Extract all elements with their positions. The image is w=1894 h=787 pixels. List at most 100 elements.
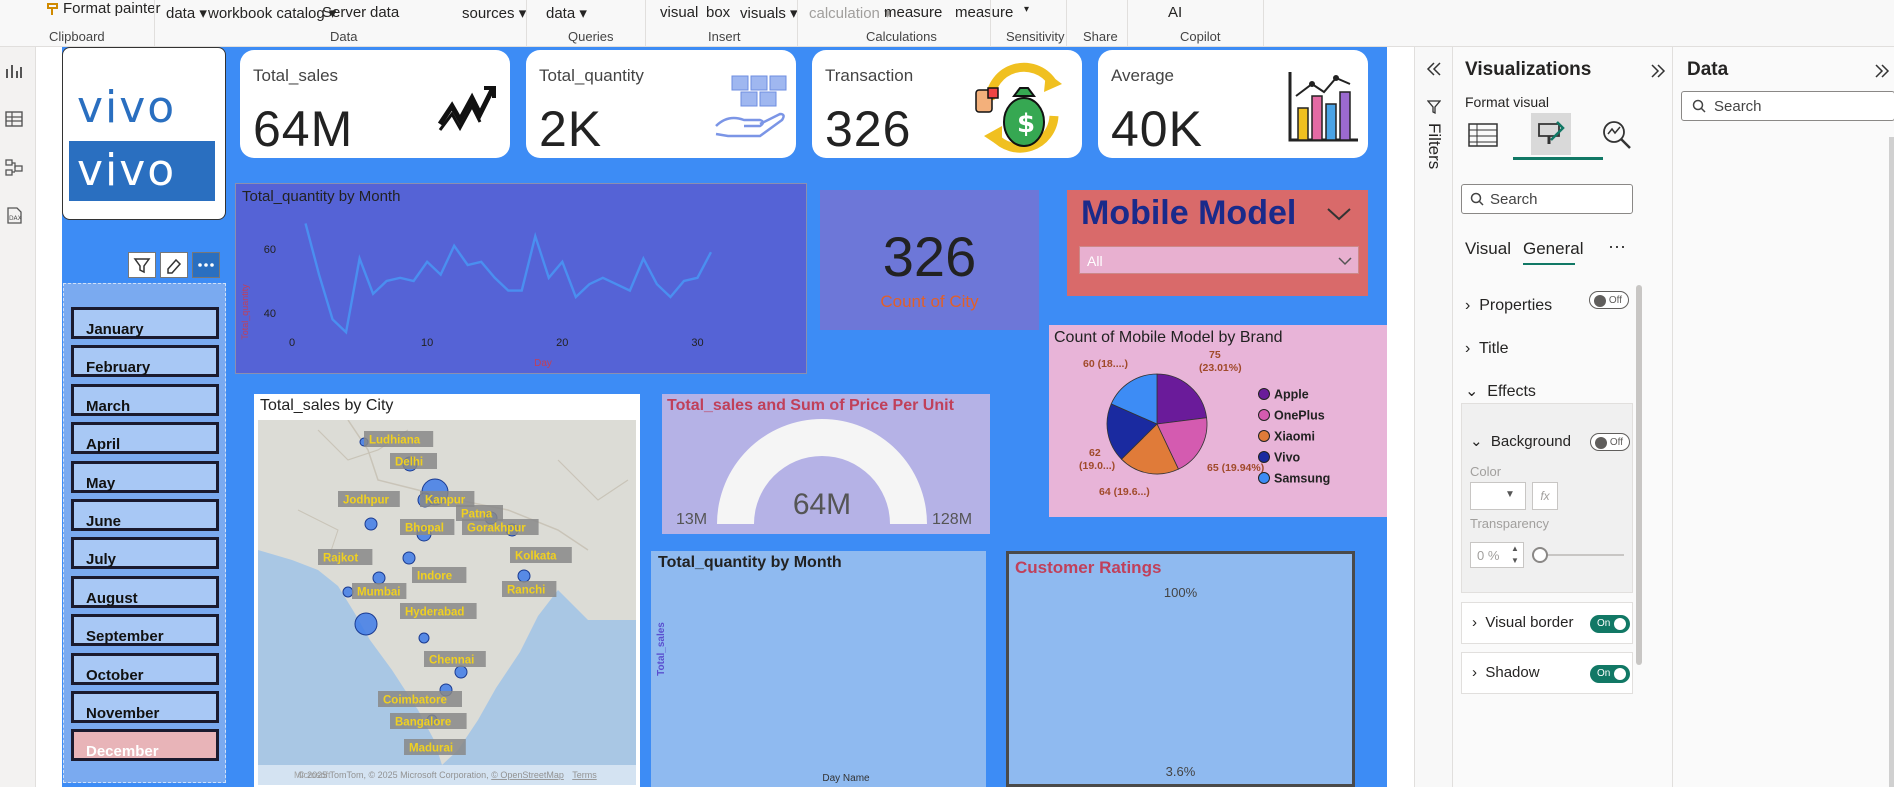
- format-visual-tab[interactable]: [1531, 113, 1571, 155]
- ribbon-new-measure[interactable]: measure: [884, 4, 943, 21]
- bar-chart-title: Total_quantity by Month: [658, 554, 842, 571]
- group-calculations: Calculations: [866, 29, 937, 44]
- money-bag-cycle-icon: $: [975, 62, 1062, 153]
- city-label-ranchi: Ranchi: [502, 581, 557, 597]
- legend-label-samsung: Samsung: [1274, 472, 1330, 486]
- tab-general[interactable]: General: [1523, 239, 1584, 258]
- legend-marker: [1258, 472, 1270, 484]
- funnel-bottom-pct: 3.6%: [1165, 764, 1196, 779]
- data-scrollbar[interactable]: [1889, 137, 1894, 787]
- group-queries: Queries: [568, 29, 614, 44]
- city-label-rajkot: Rajkot: [318, 549, 373, 565]
- viz-search-input[interactable]: Search: [1461, 184, 1633, 214]
- ribbon-sensitivity-dropdown[interactable]: ▾: [1024, 4, 1030, 15]
- pie-data-label: 62 (19.0...): [1079, 447, 1115, 472]
- month-button-march[interactable]: March: [71, 383, 219, 416]
- title-toggle[interactable]: Off: [1589, 291, 1629, 309]
- ribbon-new-visual[interactable]: visual: [660, 4, 699, 21]
- map-card[interactable]: Total_sales by City Ludhiana Delhi Jodhpur…: [254, 394, 640, 787]
- transparency-slider-thumb[interactable]: [1532, 547, 1548, 563]
- kpi-label: Average: [1111, 66, 1175, 85]
- ribbon-quick-measure[interactable]: measure: [955, 4, 1014, 21]
- line-chart-card[interactable]: Total_quantity by Month Total_quantity D…: [235, 183, 807, 374]
- dax-query-view-icon[interactable]: DAX: [4, 205, 24, 225]
- month-button-august[interactable]: August: [71, 575, 219, 608]
- month-button-september[interactable]: September: [71, 614, 219, 647]
- pie-chart-card[interactable]: Count of Mobile Model by Brand 75 (23.01%…: [1049, 325, 1387, 517]
- data-search-input[interactable]: Search: [1681, 91, 1894, 121]
- ribbon-sql-server[interactable]: Server: [322, 4, 367, 21]
- more-options-icon[interactable]: [192, 252, 220, 278]
- format-painter-button[interactable]: Format painter: [63, 0, 161, 17]
- model-view-icon[interactable]: [4, 157, 24, 177]
- funnel-card[interactable]: Customer Ratings 100% 3.6%: [1006, 551, 1355, 787]
- collapse-data-icon[interactable]: [1873, 63, 1891, 79]
- section-title[interactable]: › Title: [1465, 340, 1509, 357]
- month-button-may[interactable]: May: [71, 460, 219, 493]
- kpi-total-sales: Total_sales 64M: [240, 50, 510, 158]
- x-tick-label: 10: [421, 337, 433, 349]
- legend-label-apple: Apple: [1274, 388, 1309, 402]
- transparency-slider[interactable]: [1532, 554, 1624, 556]
- month-button-july[interactable]: July: [71, 537, 219, 570]
- pie-data-label: 64 (19.6...): [1099, 486, 1150, 498]
- section-background[interactable]: ⌄ Background: [1470, 433, 1571, 450]
- collapse-viz-icon[interactable]: [1649, 63, 1667, 79]
- map-bubble: [372, 571, 386, 585]
- viz-subheader: Format visual: [1465, 94, 1550, 110]
- ribbon-copilot[interactable]: AI: [1168, 4, 1183, 21]
- filter-icon[interactable]: [128, 252, 156, 278]
- ribbon-quick-calculation[interactable]: calculation ▾: [809, 5, 892, 22]
- month-button-february[interactable]: February: [71, 345, 219, 378]
- svg-text:Indore: Indore: [417, 571, 452, 583]
- ribbon-text-box[interactable]: box: [706, 4, 731, 21]
- filters-label: Filters: [1425, 123, 1444, 170]
- viz-search-placeholder: Search: [1490, 191, 1538, 208]
- pie-slice-oneplus: [1156, 417, 1208, 470]
- visual-border-toggle[interactable]: On: [1590, 615, 1630, 633]
- month-button-october[interactable]: October: [71, 652, 219, 685]
- bar-chart-card[interactable]: Total_quantity by Month Total_sales Day …: [651, 551, 986, 787]
- slicer-dropdown[interactable]: All: [1079, 246, 1359, 274]
- ribbon-refresh-data[interactable]: data ▾: [546, 5, 587, 22]
- color-picker[interactable]: ▼: [1470, 482, 1526, 510]
- report-view-icon[interactable]: [4, 61, 24, 81]
- ribbon-workbook-catalog[interactable]: workbook catalog ▾: [208, 5, 337, 22]
- build-visual-icon[interactable]: [1467, 119, 1499, 151]
- svg-text:Ludhiana: Ludhiana: [369, 435, 421, 447]
- count-city-card[interactable]: 326 Count of City: [820, 190, 1039, 330]
- tab-visual[interactable]: Visual: [1465, 239, 1511, 258]
- month-button-november[interactable]: November: [71, 691, 219, 723]
- shadow-toggle[interactable]: On: [1590, 665, 1630, 683]
- chevron-down-icon: ⌄: [1465, 383, 1479, 400]
- visual-border-row[interactable]: › Visual border On: [1461, 602, 1633, 644]
- chevron-right-icon: ›: [1465, 297, 1471, 314]
- city-label-delhi: Delhi: [390, 453, 437, 469]
- conditional-format-fx-icon[interactable]: fx: [1532, 482, 1558, 510]
- eraser-icon[interactable]: [160, 252, 188, 278]
- month-button-june[interactable]: June: [71, 499, 219, 531]
- filters-pane[interactable]: Filters: [1414, 47, 1452, 787]
- shadow-row[interactable]: › Shadow On: [1461, 652, 1633, 694]
- transparency-input[interactable]: 0 % ▲ ▼: [1470, 542, 1524, 568]
- month-button-april[interactable]: April: [71, 422, 219, 455]
- month-button-january[interactable]: January: [71, 307, 219, 339]
- section-properties[interactable]: › Properties: [1465, 297, 1553, 314]
- chevron-down-icon[interactable]: [1325, 206, 1353, 222]
- background-toggle[interactable]: Off: [1590, 433, 1630, 451]
- city-label-bhopal: Bhopal: [400, 519, 455, 535]
- table-view-icon[interactable]: [4, 109, 24, 129]
- format-painter-icon[interactable]: [46, 2, 60, 16]
- ribbon-recent-sources[interactable]: sources ▾: [462, 5, 527, 22]
- ribbon-more-visuals[interactable]: visuals ▾: [740, 5, 798, 22]
- ribbon-enter-data[interactable]: data: [370, 4, 400, 21]
- analytics-icon[interactable]: [1601, 119, 1633, 151]
- ribbon-get-data[interactable]: data ▾: [166, 5, 207, 22]
- mobile-model-slicer[interactable]: Mobile Model All: [1067, 190, 1368, 296]
- expand-filters-icon[interactable]: [1425, 61, 1443, 77]
- month-button-december[interactable]: December: [71, 729, 219, 762]
- viz-more-options-icon[interactable]: ⋯: [1608, 237, 1626, 257]
- viz-scrollbar[interactable]: [1636, 285, 1642, 665]
- gauge-card[interactable]: Total_sales and Sum of Price Per Unit 64…: [662, 394, 990, 534]
- section-effects[interactable]: ⌄ Effects: [1465, 383, 1536, 400]
